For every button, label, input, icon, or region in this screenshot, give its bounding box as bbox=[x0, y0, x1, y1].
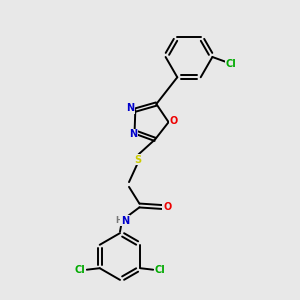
Text: Cl: Cl bbox=[154, 265, 165, 275]
Text: O: O bbox=[170, 116, 178, 126]
Text: N: N bbox=[126, 103, 134, 113]
Text: O: O bbox=[163, 202, 172, 212]
Text: H: H bbox=[115, 216, 122, 225]
Text: Cl: Cl bbox=[226, 59, 237, 69]
Text: N: N bbox=[129, 129, 137, 139]
Text: S: S bbox=[134, 154, 141, 165]
Text: N: N bbox=[121, 215, 129, 226]
Text: Cl: Cl bbox=[75, 265, 86, 275]
